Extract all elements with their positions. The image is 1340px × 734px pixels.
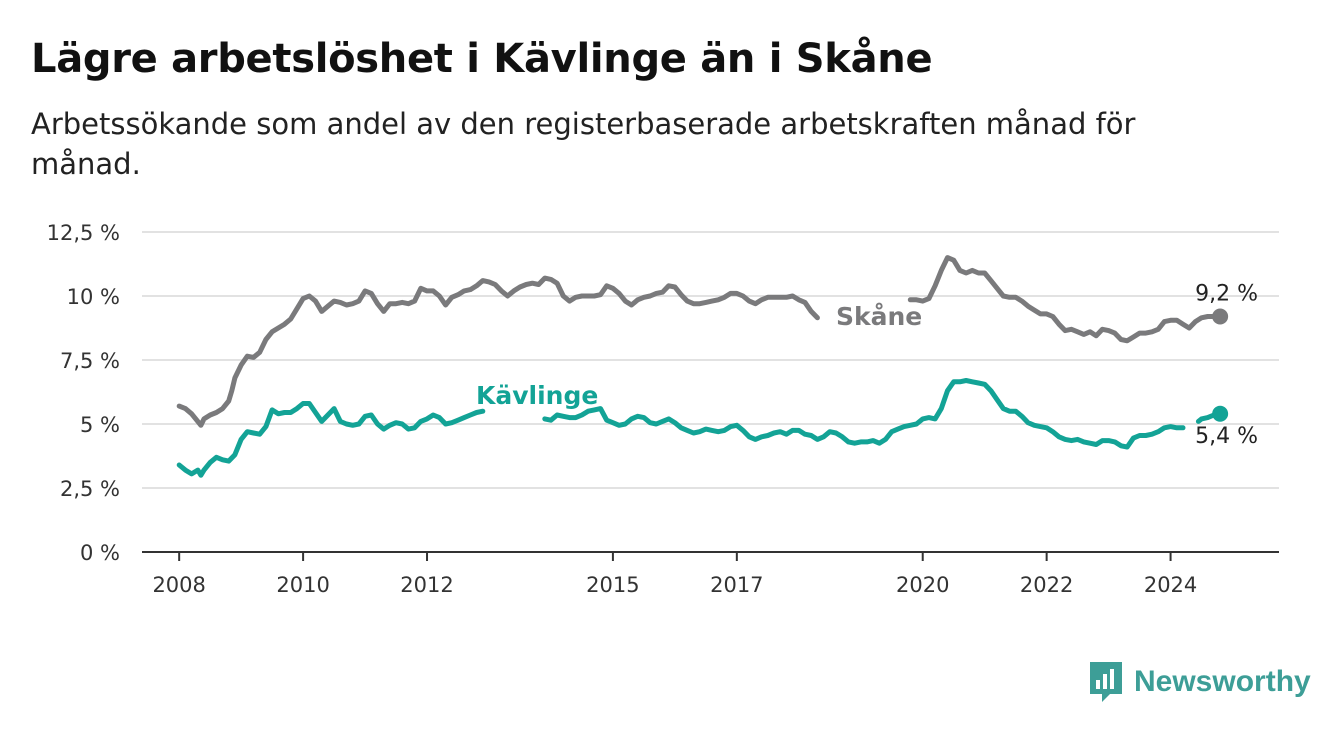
x-tick-label: 2024 [1144,573,1197,597]
x-tick-label: 2017 [710,573,763,597]
x-tick-label: 2015 [586,573,639,597]
axes: 0 % 2,5 % 5 % 7,5 % 10 % 12,5 % 2008 2010 2012 20… [47,221,1279,597]
x-tick-label: 2012 [400,573,453,597]
end-marker-skne [1212,308,1229,325]
end-value-label-skane: 9,2 % [1195,281,1258,306]
y-tick-label: 0 % [80,541,120,565]
series-line-skne [907,255,1223,344]
y-tick-label: 5 % [80,413,120,437]
series-line-kvlinge [542,378,1186,450]
end-value-label-kavlinge: 5,4 % [1195,424,1258,449]
gridlines [142,231,1279,489]
series-label-skane: Skåne [836,302,922,331]
y-tick-label: 2,5 % [60,477,120,501]
y-tick-label: 7,5 % [60,349,120,373]
end-marker-kvlinge [1212,405,1229,422]
x-tick-label: 2022 [1020,573,1073,597]
y-tick-label: 12,5 % [47,221,120,245]
chart-subtitle: Arbetssökande som andel av den registerb… [31,107,1136,181]
newsworthy-brand: Newsworthy [1088,660,1311,704]
line-chart: 0 % 2,5 % 5 % 7,5 % 10 % 12,5 % 2008 2010 2012 20… [47,221,1279,597]
y-tick-label: 10 % [67,285,120,309]
newsworthy-chart-logo-icon [1090,662,1122,702]
brand-name: Newsworthy [1134,665,1311,698]
series-lines [176,255,1229,478]
series-label-kavlinge: Kävlinge [476,381,598,410]
chart-title: Lägre arbetslöshet i Kävlinge än i Skåne [31,36,933,82]
x-tick-label: 2020 [896,573,949,597]
series-line-skne [176,275,820,428]
x-tick-label: 2010 [276,573,329,597]
series-labels: Skåne Kävlinge 9,2 % 5,4 % [476,281,1258,448]
series-line-kvlinge [176,401,486,478]
x-tick-label: 2008 [152,573,205,597]
